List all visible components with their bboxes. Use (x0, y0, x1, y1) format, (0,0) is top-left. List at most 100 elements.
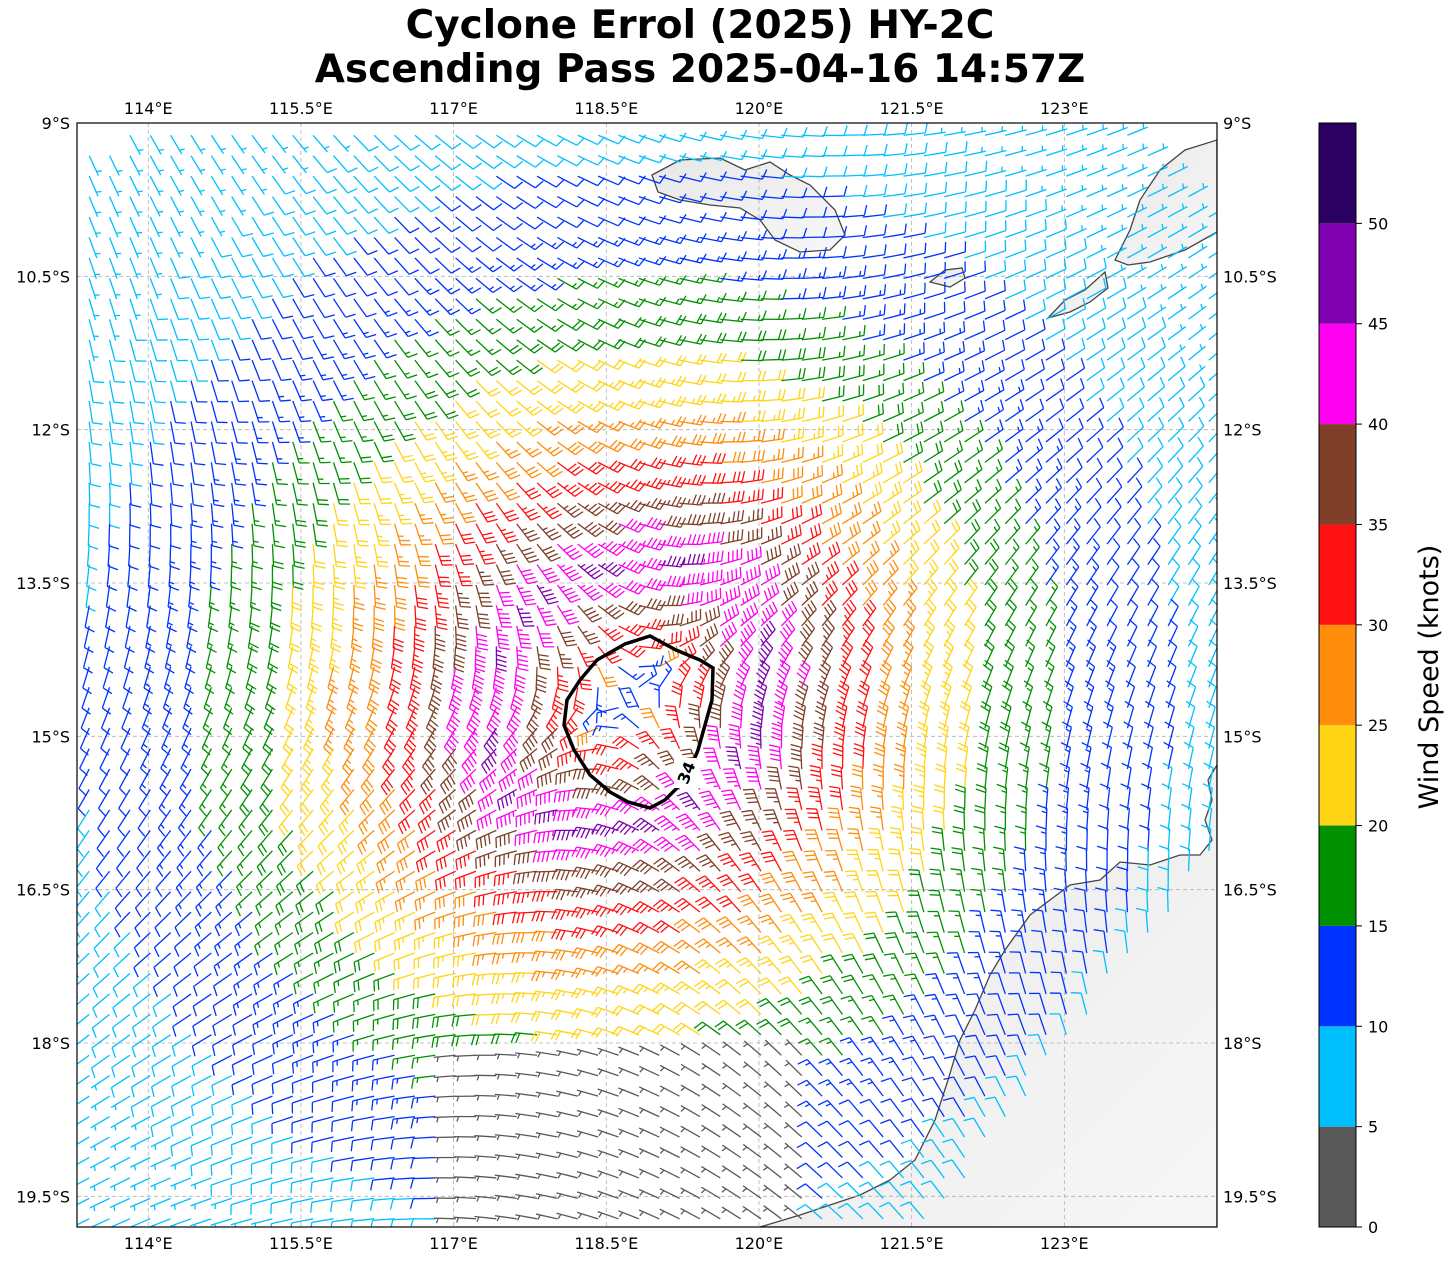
barb-full (777, 329, 782, 340)
barb-staff (210, 359, 220, 382)
wind-barb (1005, 239, 1027, 259)
barb-half (978, 367, 981, 373)
wind-barb (781, 347, 807, 361)
barb-staff (251, 298, 263, 319)
barb-staff (475, 236, 494, 252)
barb-full (260, 358, 272, 361)
barb-half (551, 263, 557, 268)
wind-barb (88, 216, 101, 238)
barb-staff (251, 278, 263, 299)
barb-staff (699, 277, 722, 283)
barb-staff (597, 196, 619, 206)
wind-barb (1086, 144, 1108, 157)
barb-full (843, 165, 848, 177)
barb-full (822, 306, 827, 318)
barb-full (284, 231, 295, 237)
barb-half (1161, 243, 1164, 250)
barb-full (500, 595, 512, 598)
wind-barb (516, 359, 543, 375)
barb-full (1024, 219, 1027, 231)
barb-staff (821, 335, 844, 341)
barb-full (326, 188, 337, 194)
wind-barb (88, 155, 102, 176)
barb-staff (557, 318, 577, 331)
barb-staff (251, 380, 261, 402)
wind-barb (210, 339, 230, 361)
barb-staff (88, 482, 91, 505)
barb-full (1084, 238, 1087, 249)
wind-barb (1066, 164, 1088, 177)
barb-full (638, 195, 646, 205)
barb-full (493, 203, 503, 211)
wind-barb (1005, 125, 1027, 136)
barb-full (741, 129, 748, 140)
wind-barb (271, 134, 289, 154)
barb-staff (292, 318, 304, 339)
wind-barb (292, 278, 315, 298)
barb-full (482, 579, 493, 582)
barb-full (366, 291, 378, 297)
barb-staff (699, 257, 722, 263)
wind-barb (496, 134, 524, 148)
barb-half (853, 452, 856, 458)
barb-full (943, 321, 946, 333)
barb-half (177, 251, 184, 254)
barb-full (982, 320, 986, 331)
barb-full (1043, 259, 1047, 270)
wind-barb (1025, 318, 1046, 341)
barb-full (843, 286, 847, 297)
barb-full (741, 291, 747, 302)
barb-full (741, 529, 744, 540)
wind-barb (88, 278, 100, 300)
barb-full (863, 184, 868, 196)
barb-full (782, 349, 787, 360)
barb-full (741, 170, 748, 181)
barb-staff (434, 339, 451, 357)
barb-half (654, 279, 659, 285)
barb-full (466, 388, 477, 395)
wind-barb (1208, 231, 1217, 239)
barb-staff (984, 329, 1006, 341)
barb-staff (822, 255, 845, 259)
barb-half (1181, 203, 1185, 209)
barb-staff (292, 278, 305, 298)
barb-full (399, 564, 410, 567)
barb-staff (1066, 307, 1086, 320)
barb-full (904, 143, 908, 154)
barb-half (199, 189, 205, 192)
wind-barb (149, 339, 168, 362)
barb-staff (190, 319, 200, 341)
barb-staff (394, 380, 408, 400)
wind-barb (883, 123, 908, 136)
barb-full (679, 254, 687, 265)
barb-full (597, 218, 606, 228)
barb-full (1061, 338, 1066, 349)
barb-full (841, 444, 844, 455)
wind-barb (373, 380, 396, 401)
barb-half (383, 351, 390, 355)
barb-half (572, 282, 577, 288)
wind-barb (720, 149, 748, 161)
wind-barb (842, 245, 867, 259)
wind-barb (536, 134, 565, 147)
barb-staff (1147, 266, 1167, 279)
barb-full (388, 207, 399, 214)
barb-staff (455, 155, 474, 170)
barb-full (347, 167, 358, 173)
barb-staff (720, 257, 743, 262)
barb-staff (312, 216, 327, 236)
barb-staff (251, 359, 261, 381)
wind-barb (577, 196, 606, 207)
wind-barb (1208, 251, 1217, 259)
barb-full (451, 163, 462, 171)
barb-full (679, 193, 687, 204)
barb-staff (577, 216, 598, 228)
wind-barb (190, 155, 206, 175)
wind-barb (475, 359, 502, 377)
barb-full (1141, 317, 1147, 328)
barb-half (696, 277, 700, 283)
wind-barb (373, 196, 399, 214)
barb-staff (271, 216, 286, 236)
barb-staff (740, 195, 763, 200)
barb-full (408, 290, 419, 296)
